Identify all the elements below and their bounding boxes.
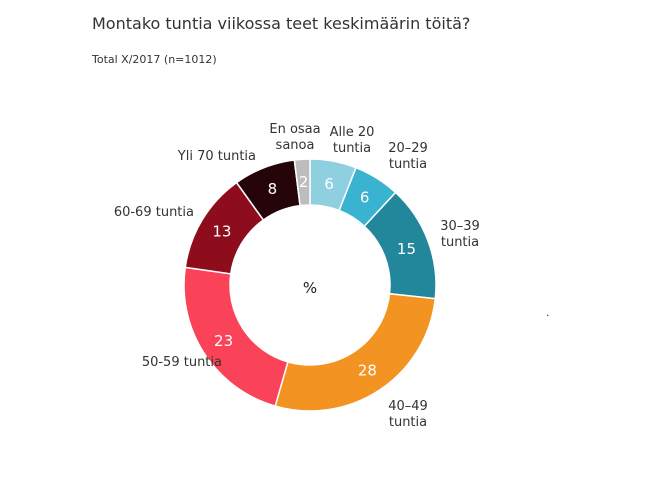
slice-category-label: 20–29 tuntia: [388, 141, 428, 172]
donut-slices: [183, 158, 437, 412]
slice-category-label: Alle 20 tuntia: [330, 125, 375, 156]
slice-value-label: 6: [324, 175, 334, 193]
donut-slice: [183, 266, 289, 408]
donut-center-label: %: [303, 279, 317, 297]
chart-title: Montako tuntia viikossa teet keskimäärin…: [92, 14, 471, 33]
slice-value-label: 2: [299, 173, 309, 191]
stray-dot: .: [546, 306, 550, 319]
donut-category-labels: Alle 20 tuntia 20–29 tuntia 30–39 tuntia 40–49…: [114, 122, 480, 430]
slice-value-label: 15: [397, 240, 416, 258]
donut-slice: [293, 158, 311, 207]
slice-category-label: 50-59 tuntia: [142, 355, 222, 370]
slice-value-label: 28: [358, 362, 377, 380]
slice-value-label: 8: [268, 180, 278, 198]
slice-category-label: 40–49 tuntia: [388, 399, 428, 430]
slice-category-label: En osaa sanoa: [269, 122, 320, 153]
slice-value-label: 13: [212, 223, 231, 241]
slice-value-label: 23: [214, 332, 233, 350]
slice-category-label: Yli 70 tuntia: [177, 149, 256, 164]
slice-category-label: 30–39 tuntia: [440, 219, 480, 250]
donut-slice: [274, 292, 437, 412]
donut-value-labels: 6 6 15 28 23 13 8 2: [212, 173, 416, 379]
slice-value-label: 6: [360, 189, 370, 207]
slice-category-label: 60-69 tuntia: [114, 205, 194, 220]
chart-subtitle: Total X/2017 (n=1012): [92, 53, 217, 66]
